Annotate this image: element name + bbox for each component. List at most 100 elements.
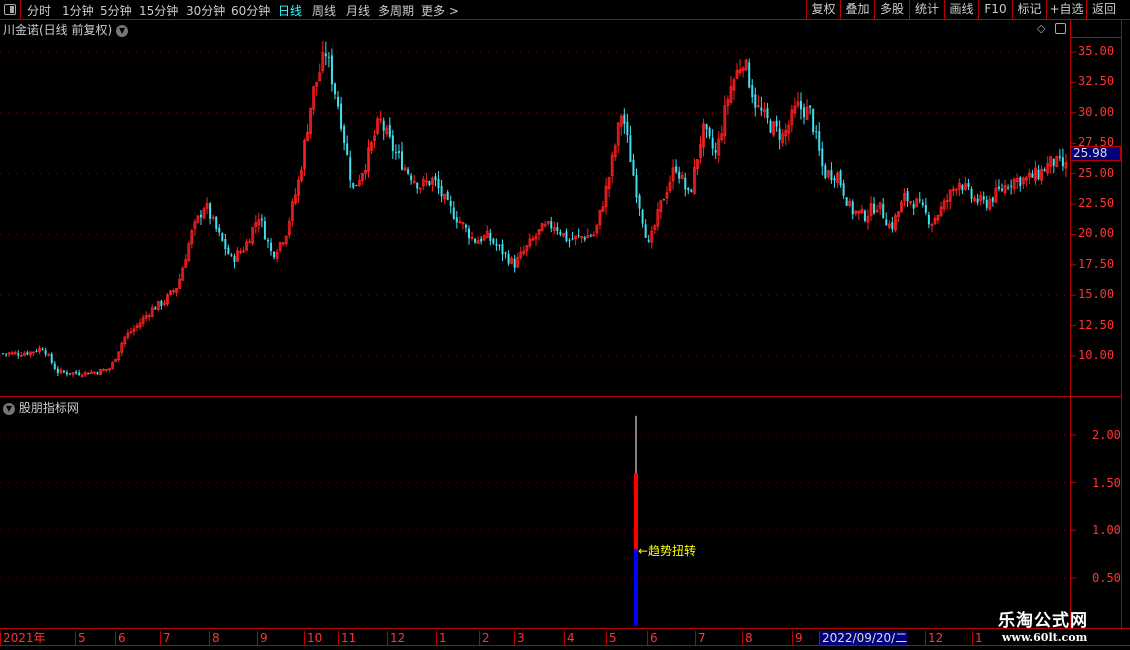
period-tab[interactable]: 日线 xyxy=(278,4,303,18)
candle xyxy=(744,59,748,71)
candle xyxy=(826,170,830,177)
period-tab[interactable]: 更多 > xyxy=(421,4,459,18)
candle xyxy=(845,197,848,206)
candle xyxy=(951,188,955,192)
candle xyxy=(607,177,611,190)
candle xyxy=(1015,178,1019,182)
time-axis-label: 10 xyxy=(304,631,322,645)
diamond-icon[interactable]: ◇ xyxy=(1037,22,1046,35)
toolbar-button[interactable]: 画线 xyxy=(944,0,978,20)
panel-layout-icon[interactable] xyxy=(1055,23,1066,34)
y-tick-label: 1.50 xyxy=(1092,475,1121,490)
candle xyxy=(349,157,352,181)
indicator-bar-segment xyxy=(634,549,638,626)
candle xyxy=(1003,185,1007,194)
period-tab[interactable]: 30分钟 xyxy=(186,4,226,18)
candle xyxy=(522,250,526,254)
y-tick-label: 10.00 xyxy=(1078,348,1115,362)
chevron-down-icon[interactable]: ▼ xyxy=(116,24,129,37)
candle xyxy=(102,369,105,371)
period-tab[interactable]: 15分钟 xyxy=(139,4,179,18)
candle xyxy=(474,238,477,243)
candle xyxy=(80,375,84,377)
candle xyxy=(26,352,29,355)
candle xyxy=(163,302,166,305)
toolbar-button[interactable]: 复权 xyxy=(806,0,840,20)
candle xyxy=(781,133,785,144)
candle xyxy=(178,278,182,289)
watermark-logo: 乐淘公式网 www.60lt.com xyxy=(998,606,1088,644)
candle xyxy=(918,199,921,201)
candle xyxy=(5,353,8,355)
time-axis-label: 1 xyxy=(972,631,983,645)
period-tab[interactable]: 1分钟 xyxy=(62,4,94,18)
panel-layout-icon xyxy=(4,4,16,15)
candle xyxy=(893,215,897,231)
candle xyxy=(787,124,791,134)
period-tab[interactable]: 分时 xyxy=(27,4,52,18)
toolbar-button[interactable]: 标记 xyxy=(1012,0,1046,20)
chevron-down-icon[interactable]: ▼ xyxy=(3,402,15,415)
candle xyxy=(318,72,322,82)
candle xyxy=(260,218,263,221)
period-tab[interactable]: 多周期 xyxy=(378,4,415,18)
candle xyxy=(842,183,845,196)
candle xyxy=(671,167,675,182)
candle xyxy=(729,86,733,103)
candle xyxy=(154,307,157,310)
signal-annotation: ←趋势扭转 xyxy=(638,544,697,558)
candle xyxy=(1028,172,1031,178)
candle xyxy=(236,250,239,262)
toolbar-button[interactable]: 统计 xyxy=(909,0,944,20)
candle xyxy=(418,187,422,190)
candle xyxy=(854,210,858,214)
indicator-title-text: 股朋指标网 xyxy=(18,401,79,415)
period-tab[interactable]: 周线 xyxy=(312,4,337,18)
toolbar-button[interactable]: 多股 xyxy=(874,0,909,20)
toolbar-button[interactable]: 返回 xyxy=(1086,0,1121,20)
candle xyxy=(933,218,937,224)
candle xyxy=(1052,158,1055,166)
candle xyxy=(367,147,370,172)
time-axis[interactable]: 2021年 5 6 7 8 9 10 11 12 1 2 3 4 5 6 7 8 9 2022/09/20/二 12 1 xyxy=(0,628,1130,646)
candle xyxy=(961,184,964,191)
candle xyxy=(221,232,224,241)
candle xyxy=(629,135,632,163)
candle xyxy=(887,223,891,228)
candle xyxy=(860,208,864,214)
layout-toggle-button[interactable] xyxy=(0,0,21,20)
toolbar-button[interactable]: F10 xyxy=(978,0,1012,20)
candle xyxy=(668,181,672,192)
candle xyxy=(306,131,309,142)
candle xyxy=(1019,177,1022,187)
candle xyxy=(726,99,730,106)
stock-title[interactable]: 川金诺(日线 前复权) ▼ xyxy=(3,21,129,38)
candle xyxy=(410,175,413,181)
candle xyxy=(1058,156,1061,158)
candle xyxy=(190,230,194,245)
candle xyxy=(470,236,474,239)
stock-title-text: 川金诺(日线 前复权) xyxy=(3,23,113,37)
candle xyxy=(87,372,90,375)
candle xyxy=(552,227,556,231)
period-tab[interactable]: 月线 xyxy=(346,4,371,18)
candle xyxy=(897,211,900,218)
toolbar-button[interactable]: 叠加 xyxy=(840,0,874,20)
candle xyxy=(62,370,65,373)
candle xyxy=(699,144,702,159)
candle xyxy=(346,143,349,155)
time-axis-label: 3 xyxy=(514,631,525,645)
candle xyxy=(790,109,794,125)
candle xyxy=(71,372,75,375)
candle xyxy=(873,203,876,214)
candle xyxy=(705,123,708,130)
period-tab[interactable]: 60分钟 xyxy=(231,4,271,18)
price-axis-divider xyxy=(1070,20,1071,630)
period-tab[interactable]: 5分钟 xyxy=(100,4,132,18)
candle xyxy=(985,200,988,208)
toolbar-button[interactable]: +自选 xyxy=(1046,0,1086,20)
candle xyxy=(839,170,842,186)
candle xyxy=(906,191,909,202)
indicator-title[interactable]: ▼ 股朋指标网 xyxy=(3,399,79,416)
candle xyxy=(988,199,992,210)
